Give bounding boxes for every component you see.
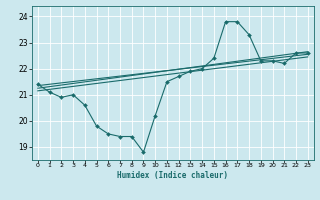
X-axis label: Humidex (Indice chaleur): Humidex (Indice chaleur) [117, 171, 228, 180]
